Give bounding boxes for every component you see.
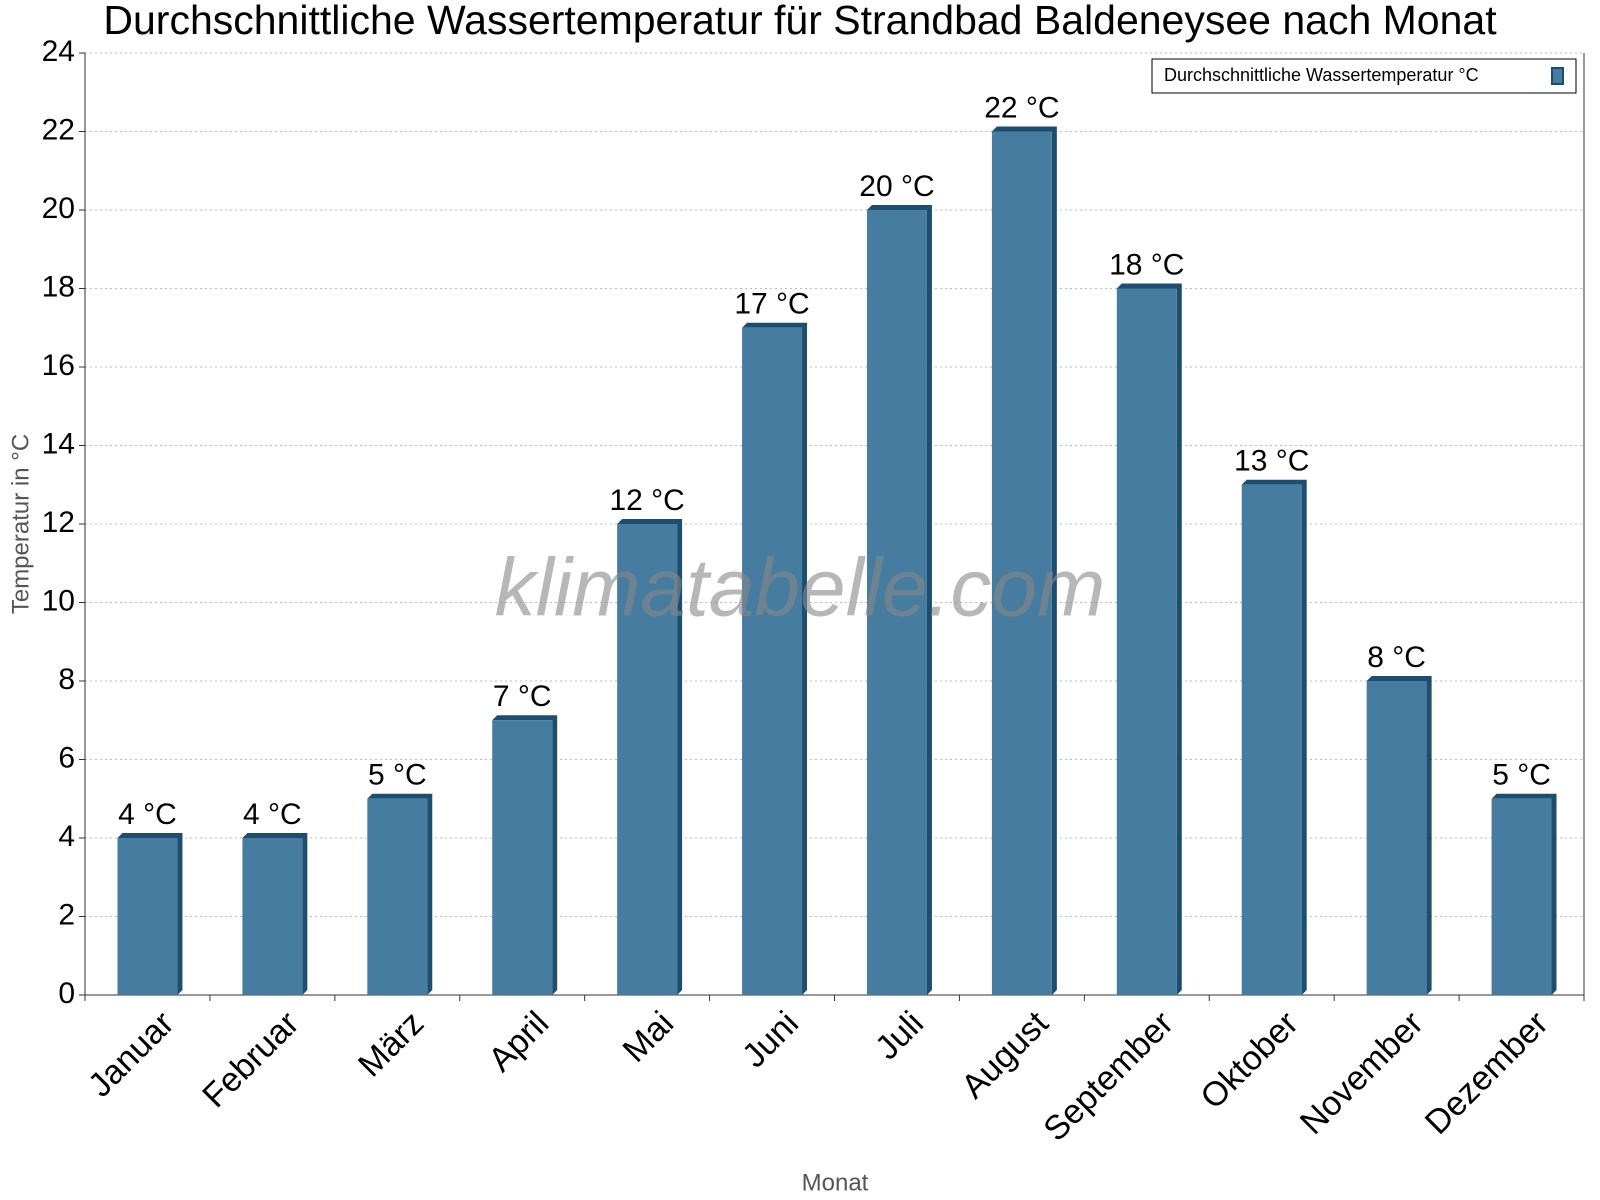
- value-label: 4 °C: [118, 798, 177, 831]
- value-label: 18 °C: [1109, 248, 1184, 281]
- y-tick-label: 4: [58, 820, 75, 853]
- y-tick-label: 22: [42, 113, 75, 146]
- y-tick-label: 14: [42, 427, 75, 460]
- y-tick-label: 8: [58, 663, 75, 696]
- x-tick-label: Dezember: [1418, 1004, 1556, 1142]
- x-tick-label: Februar: [195, 1004, 306, 1115]
- legend-box: [1151, 58, 1577, 94]
- bar: [742, 327, 803, 995]
- y-tick-label: 2: [58, 898, 75, 931]
- watermark: klimatabelle.com: [495, 543, 1106, 634]
- bar: [1116, 288, 1177, 995]
- value-label: 17 °C: [734, 288, 809, 321]
- y-tick-label: 0: [58, 977, 75, 1010]
- value-label: 20 °C: [859, 170, 934, 203]
- bar: [1491, 798, 1552, 995]
- y-tick-label: 10: [42, 584, 75, 617]
- x-axis-label: Monat: [802, 1169, 869, 1196]
- value-label: 5 °C: [1492, 759, 1551, 792]
- bar: [1366, 681, 1427, 995]
- value-label: 4 °C: [243, 798, 302, 831]
- bar: [242, 838, 303, 995]
- x-tick-label: Juli: [868, 1004, 931, 1067]
- value-label: 8 °C: [1367, 641, 1426, 674]
- bar: [367, 798, 428, 995]
- x-tick-label: August: [954, 1004, 1056, 1106]
- y-tick-label: 6: [58, 741, 75, 774]
- bar: [1241, 484, 1302, 995]
- x-tick-label: März: [351, 1004, 431, 1084]
- bar: [991, 131, 1052, 995]
- legend-swatch: [1551, 67, 1564, 85]
- x-tick-label: Juni: [735, 1004, 806, 1075]
- bar: [117, 838, 178, 995]
- y-tick-label: 16: [42, 349, 75, 382]
- bar: [866, 210, 927, 995]
- x-tick-label: September: [1036, 1004, 1180, 1148]
- value-label: 13 °C: [1234, 445, 1309, 478]
- value-label: 12 °C: [609, 484, 684, 517]
- bar: [617, 524, 678, 995]
- x-tick-label: Januar: [81, 1004, 181, 1104]
- y-tick-label: 18: [42, 270, 75, 303]
- x-tick-label: Oktober: [1193, 1004, 1305, 1116]
- value-label: 22 °C: [984, 91, 1059, 124]
- y-axis-label: Temperatur in °C: [7, 434, 34, 614]
- legend-label: Durchschnittliche Wassertemperatur °C: [1164, 65, 1479, 85]
- chart-title: Durchschnittliche Wassertemperatur für S…: [103, 0, 1497, 43]
- value-label: 7 °C: [493, 680, 552, 713]
- x-tick-label: April: [481, 1004, 556, 1079]
- y-tick-label: 20: [42, 192, 75, 225]
- value-label: 5 °C: [368, 759, 427, 792]
- y-tick-label: 24: [42, 35, 75, 68]
- bar: [492, 720, 553, 995]
- y-tick-label: 12: [42, 506, 75, 539]
- x-tick-label: November: [1293, 1004, 1431, 1142]
- x-tick-label: Mai: [616, 1004, 682, 1070]
